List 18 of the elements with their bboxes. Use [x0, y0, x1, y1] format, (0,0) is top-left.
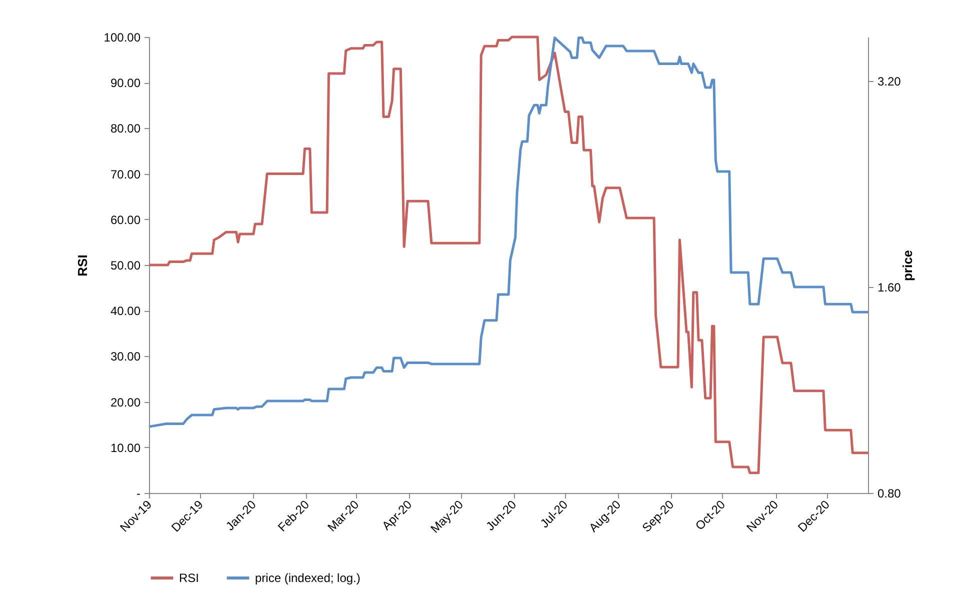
- y2-tick-label: 0.80: [878, 486, 902, 500]
- y-tick-label: 40.00: [110, 304, 141, 318]
- y-axis-title: RSI: [74, 254, 90, 276]
- y-tick-label: 70.00: [110, 167, 141, 182]
- y-tick-label: 60.00: [110, 212, 141, 227]
- legend-label: price (indexed; log.): [255, 571, 360, 585]
- y-tick-label: 30.00: [110, 350, 141, 364]
- y-tick-label: 20.00: [110, 395, 141, 410]
- y-tick-label: 50.00: [110, 258, 141, 272]
- y-tick-label: 10.00: [110, 440, 141, 455]
- legend-label: RSI: [179, 571, 200, 585]
- y-tick-label: 90.00: [110, 76, 141, 90]
- y2-tick-label: 3.20: [878, 74, 902, 88]
- y-tick-label: 80.00: [110, 122, 141, 136]
- y-tick-label: -: [136, 486, 140, 500]
- y2-tick-label: 1.60: [878, 280, 902, 294]
- y2-axis-title: price: [900, 250, 915, 282]
- y-tick-label: 100.00: [104, 30, 141, 44]
